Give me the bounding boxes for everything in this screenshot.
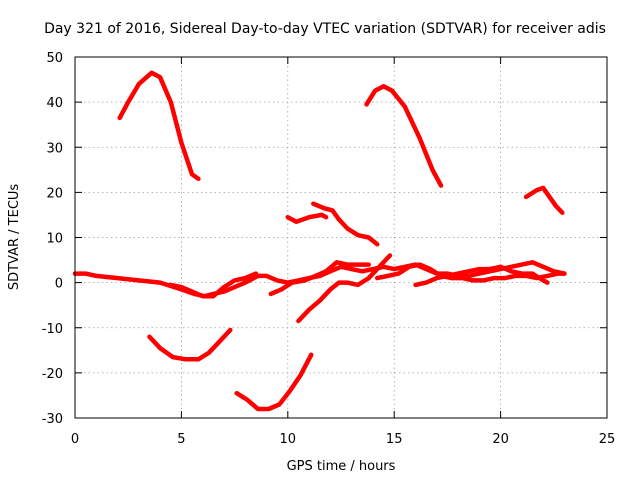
x-tick-label: 5: [177, 432, 185, 447]
series-arc-3: [523, 185, 565, 215]
chart-title: Day 321 of 2016, Sidereal Day-to-day VTE…: [44, 21, 606, 37]
y-tick-label: 10: [46, 232, 63, 247]
series-arc-7: [234, 352, 314, 412]
series-arc-5: [311, 201, 380, 247]
y-tick-label: -10: [42, 322, 63, 337]
x-tick-label: 15: [386, 432, 403, 447]
y-tick-label: 40: [46, 96, 63, 111]
series-arc-11: [296, 253, 393, 324]
axis-ticks: 0 5 10 15 20 25 -30 -20 -10 0 10 20 30 40 50: [42, 51, 616, 447]
series-arc-1: [117, 70, 201, 182]
series-arc-6: [147, 327, 233, 362]
x-tick-label: 10: [280, 432, 297, 447]
x-tick-label: 20: [492, 432, 509, 447]
grid-lines: [74, 56, 608, 419]
series-arc-9: [168, 271, 259, 299]
y-tick-label: 30: [46, 141, 63, 156]
series-arc-13: [413, 264, 550, 288]
y-axis-title: SDTVAR / TECUs: [7, 184, 22, 291]
y-tick-label: -20: [42, 367, 63, 382]
x-tick-label: 25: [599, 432, 616, 447]
x-tick-label: 0: [71, 432, 79, 447]
y-tick-label: 0: [55, 277, 63, 292]
series-lines: [72, 70, 567, 412]
y-tick-label: -30: [42, 412, 63, 427]
x-axis-title: GPS time / hours: [287, 459, 396, 474]
y-tick-label: 50: [46, 51, 63, 66]
series-arc-2: [364, 84, 444, 188]
series-arc-10: [268, 260, 371, 297]
y-tick-label: 20: [46, 186, 63, 201]
series-arc-4: [285, 212, 329, 224]
